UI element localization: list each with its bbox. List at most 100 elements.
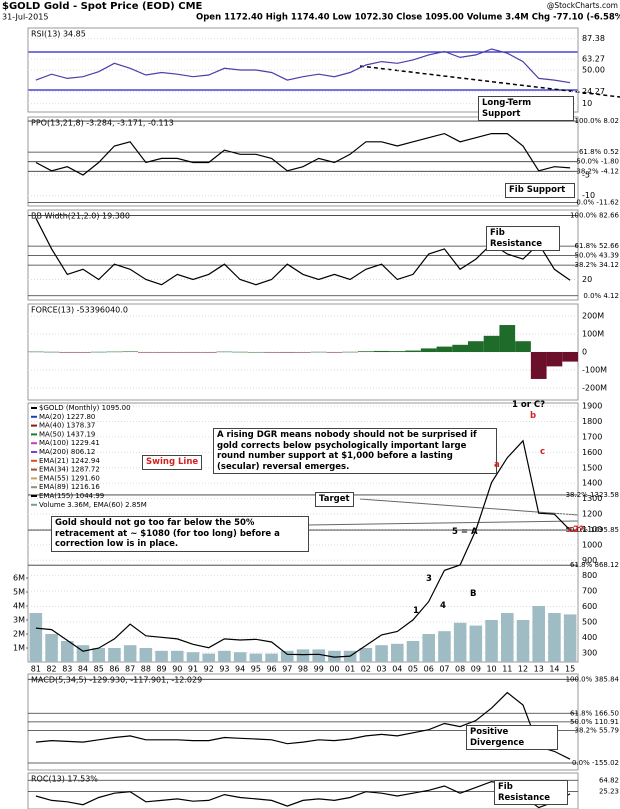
annotation: c	[540, 447, 546, 457]
annotation: Positive Divergence	[466, 725, 558, 750]
y-tick-label: 1100	[582, 525, 602, 534]
annotation: Fib Resistance	[486, 226, 560, 251]
force-bar	[279, 352, 296, 353]
force-bar	[389, 351, 406, 352]
panel-title: ROC(13) 17.53%	[31, 775, 98, 784]
y2-tick-label: 4M	[13, 602, 25, 611]
symbol: $GOLD Gold - Spot Price (EOD) CME	[2, 1, 203, 12]
annotation: c2?	[568, 525, 584, 535]
legend-entry: MA(50) 1437.19	[39, 430, 95, 438]
x-tick-label: 85	[94, 665, 104, 674]
y-tick-label: 600	[582, 602, 597, 611]
y-tick-label: 1700	[582, 432, 602, 441]
date: 31-Jul-2015	[2, 13, 48, 22]
x-tick-label: 89	[156, 665, 166, 674]
x-tick-label: 02	[361, 665, 371, 674]
fib-label: 0.0% -11.62	[576, 198, 619, 206]
annotation: Swing Line	[142, 455, 203, 470]
x-tick-label: 15	[565, 665, 575, 674]
fib-label: 61.8% 868.12	[570, 561, 619, 569]
annotation: A rising DGR means nobody should not be …	[213, 428, 497, 474]
volume-bar	[29, 613, 43, 662]
volume-bar	[359, 648, 373, 662]
x-tick-label: 97	[282, 665, 292, 674]
volume-bar	[108, 648, 121, 662]
y-tick-label: 10	[582, 99, 592, 108]
fib-label: 38.2% 55.79	[574, 726, 619, 734]
force-bar	[546, 352, 563, 367]
fib-label: 64.82	[599, 776, 619, 784]
y-tick-label: 0	[582, 348, 587, 357]
force-bar	[515, 341, 531, 352]
x-tick-label: 83	[62, 665, 72, 674]
x-tick-label: 14	[549, 665, 559, 674]
force-bar	[90, 351, 107, 353]
annotation: 1	[413, 606, 419, 616]
fib-label: 100.0% 8.02	[574, 117, 619, 125]
volume-bar	[281, 650, 294, 662]
legend-entry: EMA(34) 1287.72	[39, 466, 100, 474]
annotation: b	[530, 411, 537, 421]
volume-bar	[469, 625, 483, 662]
x-tick-label: 12	[518, 665, 528, 674]
y-tick-label: 63.27	[582, 54, 605, 63]
y-tick-label: 400	[582, 633, 597, 642]
force-bar	[28, 351, 44, 353]
legend-entry: MA(20) 1227.80	[39, 413, 95, 421]
y-tick-label: -10	[582, 191, 595, 200]
panel-frame	[27, 772, 579, 809]
panel-title: FORCE(13) -53396040.0	[31, 306, 128, 315]
volume-bar	[453, 622, 467, 662]
volume-bar	[485, 620, 498, 662]
y-tick-label: 300	[582, 648, 597, 657]
y2-tick-label: 1M	[13, 644, 25, 653]
volume-bar	[438, 631, 451, 662]
fib-label: 25.23	[599, 788, 619, 796]
x-tick-label: 06	[424, 665, 434, 674]
fib-label: 100.0% 82.66	[570, 211, 620, 219]
x-tick-label: 96	[266, 665, 276, 674]
fib-label: 0.0% -155.02	[572, 759, 619, 767]
fib-label: 100.0% 385.84	[566, 675, 620, 683]
legend-entry: MA(40) 1378.37	[39, 422, 95, 430]
y-tick-label: 1800	[582, 417, 602, 426]
x-tick-label: 07	[439, 665, 449, 674]
panel-title: PPO(13,21,8) -3.284, -3.171, -0.113	[31, 119, 174, 128]
legend-entry: MA(200) 806.12	[39, 448, 95, 456]
force-bar	[483, 335, 500, 352]
y-tick-label: 200M	[582, 312, 604, 321]
volume-bar	[233, 652, 247, 662]
force-bar	[342, 351, 358, 353]
y-tick-label: -200M	[582, 383, 607, 392]
y-tick-label: 1900	[582, 402, 602, 411]
y-tick-label: 1600	[582, 448, 602, 457]
y-tick-label: 87.38	[582, 34, 605, 43]
quote: Open 1172.40 High 1174.40 Low 1072.30 Cl…	[196, 13, 620, 23]
x-tick-label: 01	[345, 665, 355, 674]
force-bar	[310, 351, 327, 353]
force-bar	[499, 325, 516, 352]
y2-tick-label: 2M	[13, 630, 25, 639]
volume-bar	[328, 650, 341, 662]
force-bar	[122, 351, 138, 352]
volume-bar	[155, 650, 168, 662]
volume-bar	[296, 649, 310, 662]
x-tick-label: 81	[31, 665, 41, 674]
fib-label: 50.0% 1095.85	[566, 526, 619, 534]
force-bar	[200, 352, 217, 353]
source: @StockCharts.com	[547, 1, 618, 10]
y-tick-label: 50.00	[582, 66, 605, 75]
x-tick-label: 98	[298, 665, 308, 674]
x-tick-label: 05	[408, 665, 418, 674]
x-tick-label: 11	[502, 665, 512, 674]
annotation: a	[494, 460, 500, 470]
y-tick-label: -5	[582, 170, 590, 179]
volume-bar	[265, 653, 278, 662]
volume-bar	[202, 653, 215, 662]
price-line	[35, 439, 571, 658]
volume-bar	[563, 614, 577, 662]
x-tick-label: 94	[235, 665, 245, 674]
x-tick-label: 95	[251, 665, 261, 674]
annotation: 3	[426, 574, 432, 584]
